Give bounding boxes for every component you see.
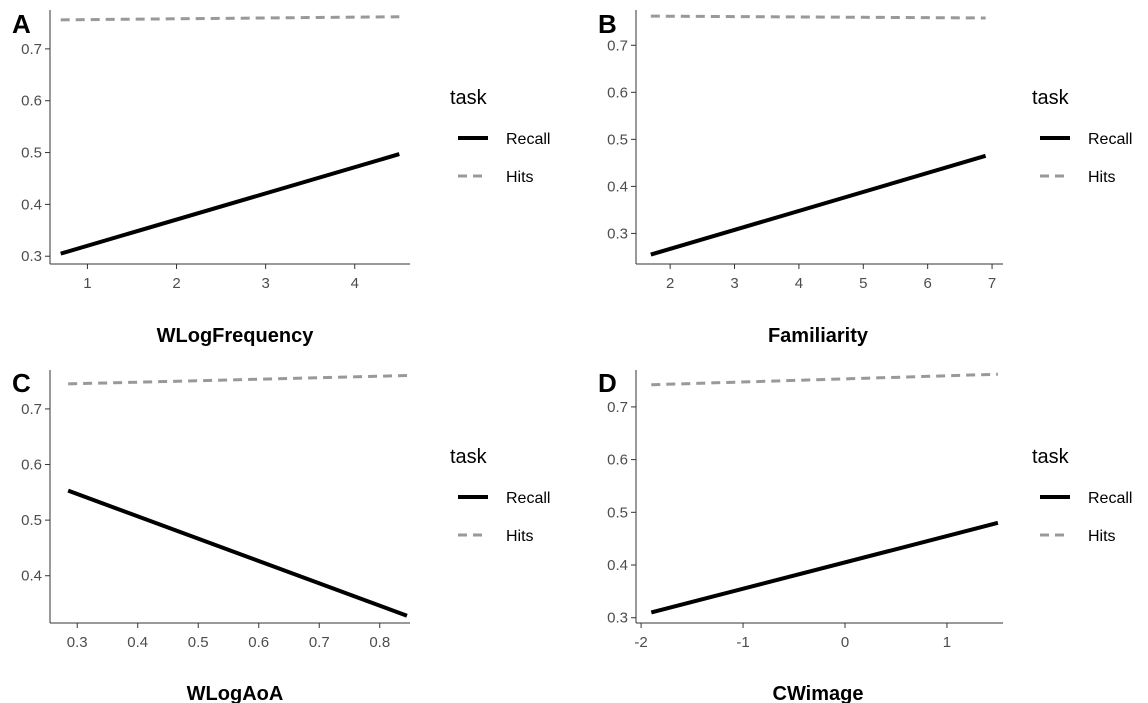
y-tick-label: 0.3 xyxy=(21,248,42,265)
x-tick-label: 7 xyxy=(988,275,996,292)
panel-d: D 0.3 0.4 0.5 0.6 0.7 -2 -1 0 1 CWimage task Recall H… xyxy=(598,368,1132,703)
panel-b: B 0.3 0.4 0.5 0.6 0.7 2 3 4 5 6 7 Familiarity task Rec… xyxy=(598,9,1132,347)
x-tick-label: 0.3 xyxy=(67,634,88,651)
panel-letter: C xyxy=(12,368,31,398)
x-axis-title: Familiarity xyxy=(768,325,869,347)
y-tick-label: 0.5 xyxy=(21,145,42,162)
x-tick-label: 0.7 xyxy=(309,634,330,651)
y-tick-label: 0.7 xyxy=(21,41,42,58)
series-line-hits xyxy=(650,14,986,20)
series-line-recall xyxy=(650,520,999,615)
y-tick-label: 0.5 xyxy=(607,504,628,521)
legend-title: task xyxy=(1032,446,1070,468)
y-tick-label: 0.6 xyxy=(607,452,628,469)
x-tick-label: 1 xyxy=(83,275,91,292)
x-tick-label: 3 xyxy=(730,275,738,292)
legend: task Recall Hits xyxy=(450,446,550,545)
legend-label-hits: Hits xyxy=(506,169,534,186)
series-line-hits xyxy=(60,15,400,22)
legend-title: task xyxy=(450,446,488,468)
x-tick-label: 1 xyxy=(943,634,951,651)
y-tick-label: 0.4 xyxy=(607,557,628,574)
x-tick-label: -1 xyxy=(736,634,749,651)
y-tick-label: 0.3 xyxy=(607,225,628,242)
y-tick-label: 0.6 xyxy=(21,457,42,474)
series-line-recall xyxy=(67,488,408,618)
x-tick-label: 0 xyxy=(841,634,849,651)
panel-letter: A xyxy=(12,9,31,39)
x-tick-label: 2 xyxy=(172,275,180,292)
legend-title: task xyxy=(1032,87,1070,109)
y-tick-label: 0.6 xyxy=(607,84,628,101)
legend-label-hits: Hits xyxy=(506,528,534,545)
panel-a: A 0.3 0.4 0.5 0.6 0.7 1 2 3 4 WLogFrequency task Rec… xyxy=(12,9,550,347)
x-axis-title: WLogAoA xyxy=(187,683,284,703)
x-tick-label: 0.5 xyxy=(188,634,209,651)
y-tick-label: 0.7 xyxy=(607,37,628,54)
x-tick-label: 2 xyxy=(666,275,674,292)
panel-c: C 0.4 0.5 0.6 0.7 0.3 0.4 0.5 0.6 0.7 0.8 WLogAoA ta… xyxy=(12,368,550,703)
y-tick-label: 0.4 xyxy=(21,568,42,585)
legend-label-recall: Recall xyxy=(1088,131,1132,148)
x-tick-label: 4 xyxy=(795,275,803,292)
legend: task Recall Hits xyxy=(1032,446,1132,545)
x-tick-label: 0.4 xyxy=(127,634,148,651)
y-tick-label: 0.3 xyxy=(607,610,628,627)
legend-label-hits: Hits xyxy=(1088,528,1116,545)
x-axis-title: WLogFrequency xyxy=(157,325,315,347)
x-tick-label: -2 xyxy=(634,634,647,651)
x-tick-label: 4 xyxy=(351,275,359,292)
x-tick-label: 6 xyxy=(923,275,931,292)
legend-label-recall: Recall xyxy=(506,131,550,148)
legend-label-recall: Recall xyxy=(1088,490,1132,507)
legend: task Recall Hits xyxy=(1032,87,1132,186)
x-tick-label: 5 xyxy=(859,275,867,292)
legend-label-recall: Recall xyxy=(506,490,550,507)
series-line-recall xyxy=(60,152,400,256)
legend: task Recall Hits xyxy=(450,87,550,186)
x-tick-label: 0.6 xyxy=(248,634,269,651)
y-tick-label: 0.6 xyxy=(21,93,42,110)
x-tick-label: 3 xyxy=(261,275,269,292)
y-tick-label: 0.7 xyxy=(21,401,42,418)
panel-letter: B xyxy=(598,9,617,39)
y-tick-label: 0.5 xyxy=(21,512,42,529)
x-axis-title: CWimage xyxy=(773,683,864,703)
y-tick-label: 0.4 xyxy=(21,196,42,213)
y-tick-label: 0.7 xyxy=(607,399,628,416)
legend-title: task xyxy=(450,87,488,109)
series-line-hits xyxy=(68,374,408,386)
series-line-hits xyxy=(651,372,998,387)
legend-label-hits: Hits xyxy=(1088,169,1116,186)
panel-letter: D xyxy=(598,368,617,398)
y-tick-label: 0.5 xyxy=(607,131,628,148)
x-tick-label: 0.8 xyxy=(369,634,390,651)
series-line-recall xyxy=(650,153,987,257)
y-tick-label: 0.4 xyxy=(607,178,628,195)
